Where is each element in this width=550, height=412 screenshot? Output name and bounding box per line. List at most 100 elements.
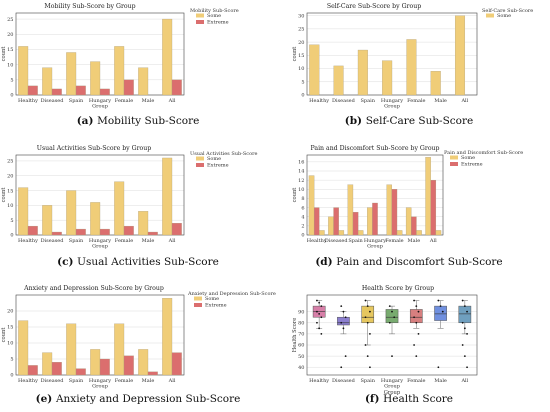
legend-swatch xyxy=(486,13,494,18)
legend-label: Some xyxy=(461,155,475,161)
bar xyxy=(411,216,417,236)
legend-swatch xyxy=(194,303,202,307)
subfigure-caption: (b) Self-Care Sub-Score xyxy=(345,115,473,127)
bar xyxy=(138,67,149,96)
y-tick-label: 5 xyxy=(10,218,13,224)
bar xyxy=(18,320,29,376)
bar xyxy=(18,46,29,96)
x-tick-label: Spain xyxy=(69,238,84,244)
bar-chart-2: 0 5 10 15 20 25 Usual Activities Sub-Score by … xyxy=(1,145,257,268)
legend-label: Extreme xyxy=(205,303,227,309)
caption-text: Mobility Sub-Score xyxy=(97,115,199,127)
x-tick-label: Group xyxy=(92,244,108,250)
bar xyxy=(51,362,62,376)
data-point xyxy=(340,366,343,369)
bar xyxy=(75,368,86,376)
x-tick-label: Diseased xyxy=(41,238,65,244)
y-tick-label: 20 xyxy=(7,32,13,38)
x-tick-label: Male xyxy=(434,98,447,104)
caption-text: Self-Care Sub-Score xyxy=(366,115,474,127)
y-tick-label: 15 xyxy=(298,53,304,59)
x-tick-label: Healthy xyxy=(307,238,327,244)
data-point xyxy=(463,327,466,330)
y-tick-label: 10 xyxy=(7,341,13,347)
data-point xyxy=(415,305,418,308)
bar xyxy=(51,88,62,96)
data-point xyxy=(342,310,345,313)
x-tick-label: Female xyxy=(115,378,133,384)
x-tick-label: All xyxy=(168,98,176,104)
data-point xyxy=(413,299,415,302)
bar xyxy=(99,228,110,236)
y-axis-label: count xyxy=(292,46,298,62)
x-tick-label: Diseased xyxy=(325,238,349,244)
legend-swatch xyxy=(450,155,458,160)
data-point xyxy=(344,355,347,358)
caption-label: (b) xyxy=(345,115,366,127)
data-point xyxy=(364,344,367,346)
data-point xyxy=(413,316,415,319)
y-tick-label: 10 xyxy=(298,187,304,193)
data-point xyxy=(320,305,323,308)
x-tick-label: Spain xyxy=(360,378,375,384)
legend-label: Some xyxy=(207,156,221,162)
y-tick-label: 20 xyxy=(7,173,13,179)
x-tick-label: Female xyxy=(115,238,133,244)
y-axis-label: Health Score xyxy=(292,318,298,353)
data-point xyxy=(318,301,321,304)
bar xyxy=(123,79,134,96)
x-tick-label: Male xyxy=(142,98,155,104)
subfigure-caption: (c) Usual Activities Sub-Score xyxy=(57,256,219,268)
bar xyxy=(114,46,125,96)
bar xyxy=(99,358,110,376)
y-tick-label: 15 xyxy=(7,47,13,53)
x-tick-label: Hungary xyxy=(89,238,111,244)
data-point xyxy=(316,299,318,302)
bar xyxy=(435,230,442,236)
legend-swatch xyxy=(194,296,202,301)
x-tick-label: Healthy xyxy=(309,378,329,384)
bar xyxy=(333,65,344,96)
bar xyxy=(309,44,320,96)
bar xyxy=(42,67,53,96)
data-point xyxy=(417,332,420,335)
bar xyxy=(99,88,110,96)
data-point xyxy=(366,321,369,324)
y-tick-label: 6 xyxy=(301,205,304,211)
data-point xyxy=(318,312,321,315)
bar xyxy=(51,231,62,236)
box xyxy=(409,309,423,324)
data-point xyxy=(320,316,323,319)
bar xyxy=(75,228,86,236)
x-tick-label: Healthy xyxy=(309,98,329,104)
data-point xyxy=(466,366,468,369)
caption-text: Health Score xyxy=(383,393,453,405)
bar xyxy=(372,202,378,236)
data-point xyxy=(461,321,464,324)
x-axis-label: Group xyxy=(384,390,401,396)
x-tick-label: All xyxy=(429,238,437,244)
data-point xyxy=(316,310,318,313)
legend-swatch xyxy=(196,13,204,18)
bar-chart-3: 0 2 4 6 8 10 12 14 16 Pain and Discomfort Sub-Sco… xyxy=(292,145,523,268)
bar xyxy=(357,49,368,96)
bar xyxy=(90,349,101,376)
data-point xyxy=(463,305,466,308)
bar xyxy=(367,207,373,236)
x-tick-label: Male xyxy=(142,238,155,244)
x-tick-label: Healthy xyxy=(18,378,38,384)
y-tick-label: 14 xyxy=(298,169,304,175)
y-tick-label: 4 xyxy=(301,214,304,220)
legend-swatch xyxy=(196,163,204,167)
bar xyxy=(123,355,134,376)
chart-title: Self-Care Sub-Score by Group xyxy=(327,3,421,10)
bar xyxy=(352,211,359,236)
y-tick-label: 50 xyxy=(298,354,304,360)
y-tick-label: 5 xyxy=(301,79,304,85)
x-tick-label: Male xyxy=(434,378,447,384)
bar xyxy=(27,365,38,376)
data-point xyxy=(415,321,418,324)
bar-chart-4: 0 5 10 15 20 Anxiety and Depression Sub-Score… xyxy=(1,285,276,405)
